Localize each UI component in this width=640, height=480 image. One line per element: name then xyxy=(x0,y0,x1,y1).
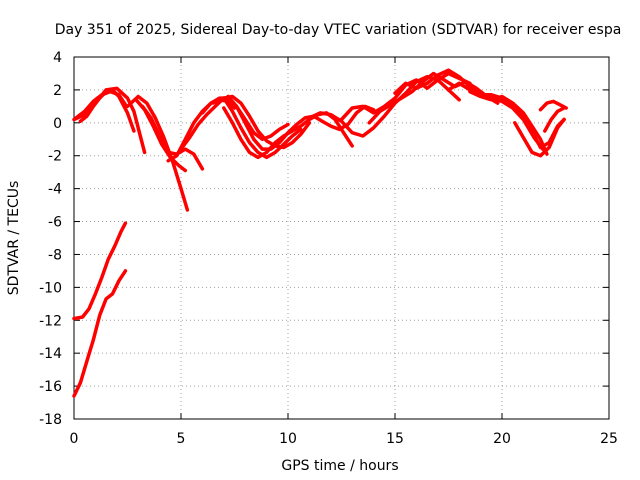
x-axis-label: GPS time / hours xyxy=(281,458,398,474)
series-line-arc-19 xyxy=(446,81,566,150)
series-line-arc-6 xyxy=(125,94,190,212)
series-line-arc-5 xyxy=(74,89,128,120)
x-tick-label: 15 xyxy=(386,431,404,447)
series-line-arc-14 xyxy=(226,94,290,142)
y-tick-label: -10 xyxy=(39,280,62,296)
series-line-arc-21 xyxy=(513,117,566,158)
y-axis-label: SDTVAR / TECUs xyxy=(6,181,22,296)
series-line-arc-20 xyxy=(468,89,549,156)
y-tick-label: 4 xyxy=(53,50,62,66)
series-line-arc-12 xyxy=(211,96,303,160)
y-tick-label: 0 xyxy=(53,116,62,132)
x-tick-label: 0 xyxy=(70,431,79,447)
series-group xyxy=(72,68,568,398)
y-tick-label: -12 xyxy=(39,313,62,329)
plot-frame xyxy=(73,56,610,420)
y-tick-label: -6 xyxy=(48,215,62,231)
series-line-arc-1 xyxy=(72,269,128,398)
series-line-arc-23 xyxy=(538,99,568,112)
y-tick-label: -18 xyxy=(39,412,62,428)
series-line-arc-18 xyxy=(393,68,545,151)
x-tick-label: 25 xyxy=(600,431,618,447)
series-line-arc-3 xyxy=(72,86,147,155)
x-tick-label: 5 xyxy=(177,431,186,447)
y-tick-label: -2 xyxy=(48,149,62,165)
chart-title: Day 351 of 2025, Sidereal Day-to-day VTE… xyxy=(55,22,622,38)
series-line-arc-10 xyxy=(179,94,312,151)
y-tick-label: -14 xyxy=(39,346,62,362)
y-tick-label: -16 xyxy=(39,379,62,395)
series-line-arc-8 xyxy=(140,104,205,171)
series-line-arc-2 xyxy=(72,221,128,321)
x-tick-label: 20 xyxy=(493,431,511,447)
grid xyxy=(74,57,609,419)
y-tick-label: -4 xyxy=(48,182,62,198)
series-line-arc-17 xyxy=(367,71,500,125)
x-tick-label: 10 xyxy=(279,431,297,447)
y-tick-label: 2 xyxy=(53,83,62,99)
y-tick-label: -8 xyxy=(48,247,62,263)
series-line-arc-22 xyxy=(543,106,566,133)
